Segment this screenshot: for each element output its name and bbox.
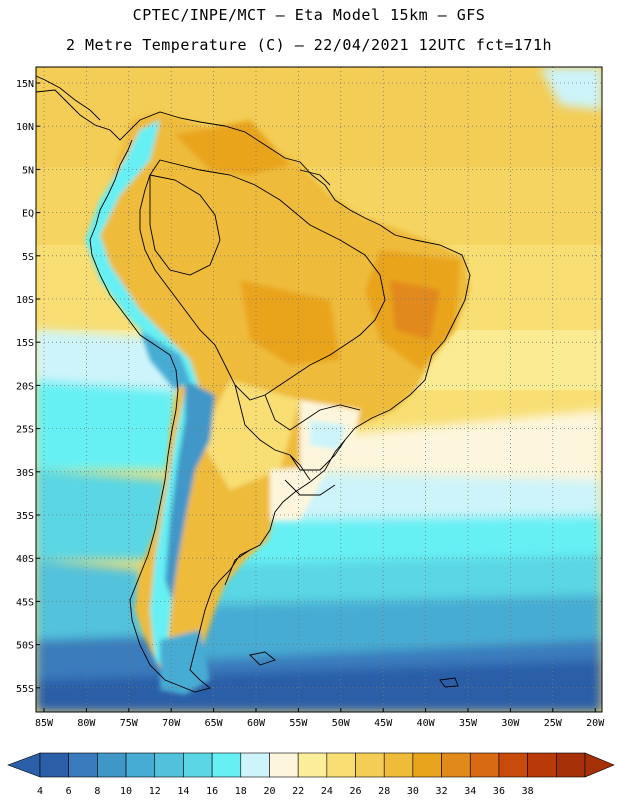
latitude-label: 25S bbox=[16, 425, 34, 436]
legend-swatch bbox=[469, 752, 500, 778]
longitude-label: 50W bbox=[332, 718, 351, 729]
legend-label: 36 bbox=[493, 786, 505, 797]
legend-label: 28 bbox=[378, 786, 390, 797]
legend-label: 16 bbox=[206, 786, 218, 797]
longitude-label: 40W bbox=[417, 718, 436, 729]
temperature-field bbox=[36, 67, 602, 712]
legend-label: 32 bbox=[436, 786, 448, 797]
latitude-label: 40S bbox=[16, 554, 34, 565]
latitude-label: 5N bbox=[22, 165, 34, 176]
longitude-label: 80W bbox=[77, 718, 96, 729]
latitude-label: 55S bbox=[16, 684, 34, 695]
longitude-label: 45W bbox=[374, 718, 393, 729]
legend-low-arrow bbox=[7, 752, 41, 778]
map-title: CPTEC/INPE/MCT – Eta Model 15km – GFS bbox=[132, 6, 486, 24]
latitude-label: 35S bbox=[16, 511, 34, 522]
latitude-axis: 15N 10N 5N EQ 5S 10S 15S 20S 25S 30S 35S 40S 45S 50S 5… bbox=[16, 79, 40, 695]
legend-swatch bbox=[240, 752, 270, 778]
legend-label: 4 bbox=[37, 786, 43, 797]
legend-label: 18 bbox=[235, 786, 247, 797]
legend-swatch bbox=[297, 752, 328, 778]
longitude-axis: 85W 80W 75W 70W 65W 60W 55W 50W 45W 40W 35W 30W 25W 2… bbox=[35, 708, 605, 729]
map-subtitle: 2 Metre Temperature (C) – 22/04/2021 12U… bbox=[65, 36, 553, 54]
latitude-label: 15S bbox=[16, 338, 34, 349]
latitude-label: EQ bbox=[22, 209, 34, 220]
legend-swatch bbox=[68, 752, 98, 778]
longitude-label: 35W bbox=[459, 718, 478, 729]
legend-swatch bbox=[97, 752, 127, 778]
longitude-label: 60W bbox=[247, 718, 266, 729]
longitude-label: 65W bbox=[205, 718, 224, 729]
longitude-label: 20W bbox=[586, 718, 605, 729]
latitude-label: 20S bbox=[16, 381, 34, 392]
legend-swatch bbox=[556, 752, 586, 778]
legend-label: 26 bbox=[350, 786, 362, 797]
latitude-label: 30S bbox=[16, 468, 34, 479]
legend-label: 30 bbox=[407, 786, 419, 797]
legend-label: 10 bbox=[120, 786, 132, 797]
legend-label: 20 bbox=[263, 786, 275, 797]
longitude-label: 55W bbox=[289, 718, 308, 729]
latitude-label: 10N bbox=[16, 122, 34, 133]
legend-swatch bbox=[39, 752, 69, 778]
latitude-label: 45S bbox=[16, 597, 34, 608]
legend-swatch bbox=[412, 752, 442, 778]
legend-swatch bbox=[441, 752, 471, 778]
legend-high-arrow bbox=[584, 752, 615, 778]
legend-label: 12 bbox=[149, 786, 161, 797]
legend-label: 8 bbox=[94, 786, 100, 797]
legend-swatch bbox=[527, 752, 557, 778]
legend-swatch bbox=[383, 752, 414, 778]
legend-swatch bbox=[269, 752, 299, 778]
legend-label: 14 bbox=[177, 786, 189, 797]
legend-label: 34 bbox=[464, 786, 476, 797]
legend-swatch bbox=[154, 752, 184, 778]
longitude-label: 70W bbox=[162, 718, 181, 729]
legend-label: 38 bbox=[522, 786, 534, 797]
latitude-label: 5S bbox=[22, 252, 34, 263]
color-legend: 4 6 8 10 12 14 16 18 20 22 24 26 28 30 32 34 36 38 bbox=[7, 752, 615, 797]
legend-swatch bbox=[211, 752, 242, 778]
legend-swatch bbox=[183, 752, 213, 778]
latitude-label: 15N bbox=[16, 79, 34, 90]
legend-swatch bbox=[326, 752, 356, 778]
coastlines bbox=[36, 75, 471, 693]
longitude-label: 85W bbox=[35, 718, 54, 729]
longitude-label: 75W bbox=[120, 718, 139, 729]
map-frame bbox=[35, 66, 603, 713]
legend-label: 24 bbox=[321, 786, 333, 797]
legend-label: 22 bbox=[292, 786, 304, 797]
latitude-label: 10S bbox=[16, 295, 34, 306]
legend-swatch bbox=[355, 752, 385, 778]
legend-swatch bbox=[498, 752, 528, 778]
longitude-label: 25W bbox=[544, 718, 563, 729]
legend-label: 6 bbox=[66, 786, 72, 797]
longitude-label: 30W bbox=[501, 718, 520, 729]
legend-swatch bbox=[125, 752, 156, 778]
latitude-label: 50S bbox=[16, 641, 34, 652]
